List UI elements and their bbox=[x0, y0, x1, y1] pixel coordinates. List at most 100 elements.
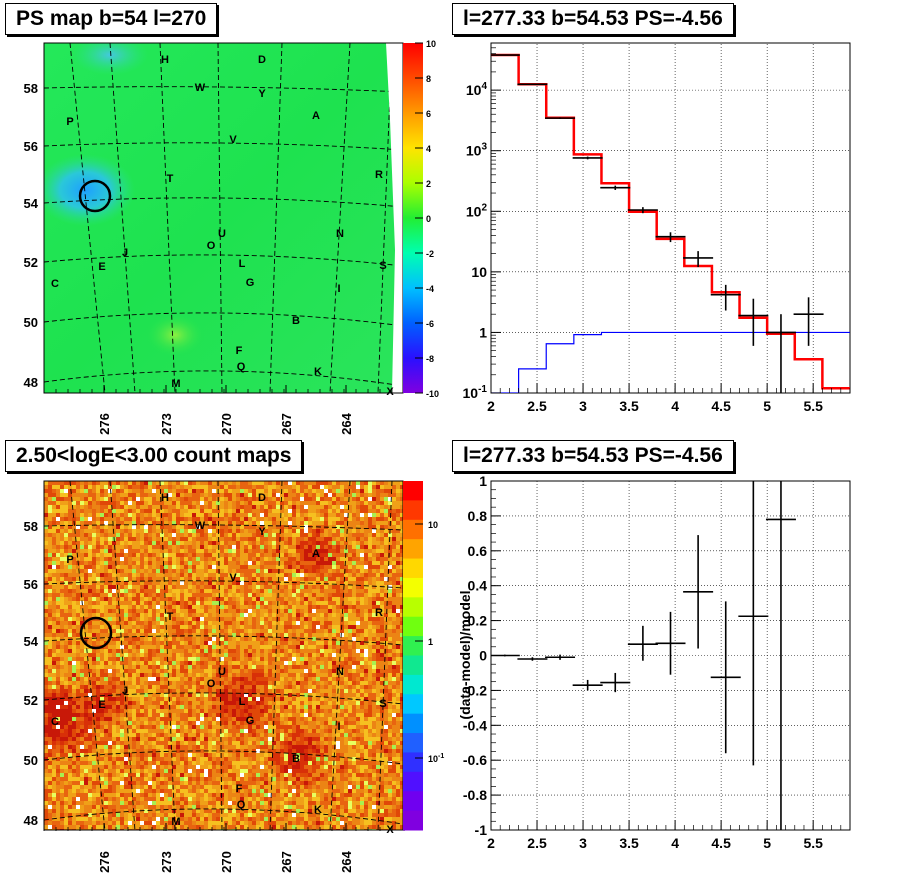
count-map-pixel bbox=[112, 625, 116, 629]
count-map-pixel bbox=[108, 529, 112, 533]
count-map-pixel bbox=[192, 677, 196, 681]
count-map-pixel bbox=[340, 517, 344, 521]
count-map-pixel bbox=[76, 533, 80, 537]
count-map-pixel bbox=[292, 569, 296, 573]
count-map-pixel bbox=[48, 489, 52, 493]
count-map-pixel bbox=[244, 609, 248, 613]
count-map-pixel bbox=[84, 605, 88, 609]
count-map-pixel bbox=[224, 505, 228, 509]
count-map-pixel bbox=[324, 521, 328, 525]
count-map-pixel bbox=[292, 685, 296, 689]
count-map-pixel bbox=[100, 569, 104, 573]
count-map-pixel bbox=[136, 605, 140, 609]
count-map-pixel bbox=[300, 633, 304, 637]
count-map-pixel bbox=[384, 681, 388, 685]
count-map-pixel bbox=[244, 681, 248, 685]
count-map-pixel bbox=[148, 521, 152, 525]
count-map-pixel bbox=[196, 605, 200, 609]
count-map-pixel bbox=[56, 569, 60, 573]
count-map-pixel bbox=[324, 545, 328, 549]
count-map-pixel bbox=[260, 685, 264, 689]
count-map-pixel bbox=[180, 569, 184, 573]
count-map-pixel bbox=[228, 493, 232, 497]
count-map-pixel bbox=[200, 481, 204, 485]
count-map-pixel bbox=[164, 665, 168, 669]
count-map-pixel bbox=[332, 617, 336, 621]
count-map-pixel bbox=[332, 505, 336, 509]
count-map-pixel bbox=[296, 501, 300, 505]
count-map-pixel bbox=[44, 601, 48, 605]
count-map-pixel bbox=[252, 633, 256, 637]
count-map-pixel bbox=[224, 481, 228, 485]
count-map-pixel bbox=[48, 577, 52, 581]
ps-map-source-label: K bbox=[314, 366, 322, 378]
count-map-pixel bbox=[204, 533, 208, 537]
count-map-pixel bbox=[44, 497, 48, 501]
count-map-pixel bbox=[224, 497, 228, 501]
count-map-pixel bbox=[316, 589, 320, 593]
count-map-pixel bbox=[264, 517, 268, 521]
count-map-pixel bbox=[184, 565, 188, 569]
count-map-pixel bbox=[52, 485, 56, 489]
count-map-pixel bbox=[200, 533, 204, 537]
count-map-pixel bbox=[176, 669, 180, 673]
count-map-pixel bbox=[164, 537, 168, 541]
count-map-pixel bbox=[112, 541, 116, 545]
count-map-pixel bbox=[300, 617, 304, 621]
count-map-pixel bbox=[144, 633, 148, 637]
count-map-pixel bbox=[324, 481, 328, 485]
count-map-pixel bbox=[396, 529, 400, 533]
count-map-pixel bbox=[220, 561, 224, 565]
count-map-pixel bbox=[268, 625, 272, 629]
count-map-pixel bbox=[356, 485, 360, 489]
count-map-pixel bbox=[312, 509, 316, 513]
count-map-pixel bbox=[60, 653, 64, 657]
count-map-pixel bbox=[248, 669, 252, 673]
count-map-pixel bbox=[280, 521, 284, 525]
count-map-pixel bbox=[316, 481, 320, 485]
count-map-pixel bbox=[332, 581, 336, 585]
count-map-pixel bbox=[368, 565, 372, 569]
count-map-pixel bbox=[316, 617, 320, 621]
count-map-pixel bbox=[360, 545, 364, 549]
count-map-pixel bbox=[256, 497, 260, 501]
count-map-pixel bbox=[148, 509, 152, 513]
count-map-pixel bbox=[268, 541, 272, 545]
count-map-pixel bbox=[92, 677, 96, 681]
count-map-pixel bbox=[148, 669, 152, 673]
count-map-pixel bbox=[256, 617, 260, 621]
count-map-pixel bbox=[188, 557, 192, 561]
count-map-pixel bbox=[300, 661, 304, 665]
count-map-pixel bbox=[392, 545, 396, 549]
count-map-pixel bbox=[140, 497, 144, 501]
count-map-pixel bbox=[256, 641, 260, 645]
count-map-pixel bbox=[220, 661, 224, 665]
ps-map-negative-region bbox=[44, 154, 135, 226]
count-map-pixel bbox=[212, 625, 216, 629]
count-map-pixel bbox=[272, 665, 276, 669]
count-map-pixel bbox=[188, 649, 192, 653]
count-map-pixel bbox=[160, 537, 164, 541]
count-map-pixel bbox=[124, 565, 128, 569]
count-map-pixel bbox=[308, 537, 312, 541]
count-map-pixel bbox=[360, 669, 364, 673]
count-map-pixel bbox=[316, 625, 320, 629]
count-map-pixel bbox=[264, 601, 268, 605]
count-map-pixel bbox=[172, 521, 176, 525]
count-map-pixel bbox=[296, 525, 300, 529]
count-map-pixel bbox=[140, 529, 144, 533]
count-map-pixel bbox=[264, 653, 268, 657]
count-map-pixel bbox=[44, 693, 48, 697]
count-map-pixel bbox=[256, 509, 260, 513]
count-map-pixel bbox=[216, 533, 220, 537]
count-map-pixel bbox=[368, 497, 372, 501]
count-map-pixel bbox=[344, 589, 348, 593]
count-map-pixel bbox=[392, 665, 396, 669]
count-map-pixel bbox=[220, 657, 224, 661]
count-map-pixel bbox=[140, 509, 144, 513]
count-map-pixel bbox=[328, 665, 332, 669]
count-map-pixel bbox=[400, 617, 403, 621]
count-map-pixel bbox=[260, 541, 264, 545]
count-map-pixel bbox=[96, 661, 100, 665]
